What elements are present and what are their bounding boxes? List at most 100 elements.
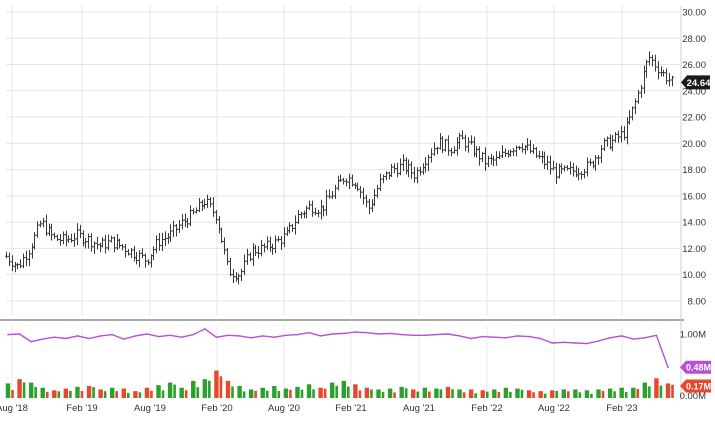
volume-bar (202, 379, 208, 398)
volume-bar (57, 391, 61, 398)
volume-bar (364, 387, 370, 398)
volume-bar (370, 389, 373, 398)
volume-bar (231, 386, 234, 398)
volume-bar (468, 389, 474, 398)
volume-bar (40, 387, 45, 398)
volume-bar (242, 391, 246, 398)
volume-bar (196, 387, 200, 398)
x-tick-label: Feb '23 (606, 403, 637, 414)
price-bars-layer (5, 51, 674, 285)
price-tick-label: 14.00 (682, 218, 706, 229)
volume-bar (191, 380, 196, 398)
volume-bar (480, 390, 485, 398)
volume-bar (80, 390, 84, 398)
volume-bar (22, 382, 26, 398)
volume-value-label: 0.17M (686, 381, 711, 391)
volume-bar (439, 389, 443, 398)
volume-bar (214, 370, 219, 398)
volume-bar (607, 388, 613, 398)
price-tick-label: 28.00 (682, 34, 706, 45)
volume-bar (34, 387, 37, 398)
volume-bar (526, 390, 532, 398)
volume-bar (272, 386, 277, 398)
volume-bar (184, 390, 188, 398)
volume-bar (642, 382, 648, 398)
volume-bar (492, 389, 497, 398)
volume-bar (260, 387, 265, 398)
volume-bar (45, 391, 49, 398)
volume-bar (110, 387, 115, 398)
volume-tick-label: 1.00M (680, 330, 706, 341)
volume-bar (434, 388, 439, 398)
price-tick-label: 16.00 (682, 191, 706, 202)
volume-bar (75, 386, 80, 398)
volume-bar (63, 388, 69, 398)
volume-bar (555, 390, 559, 398)
volume-bar (376, 389, 381, 398)
volume-bar (451, 389, 454, 398)
volume-bar (11, 389, 14, 398)
volume-bar (474, 393, 477, 398)
volume-bar (306, 384, 312, 398)
last-price-flag (681, 75, 710, 90)
volume-bar (289, 389, 292, 398)
indicator-line (7, 328, 669, 368)
volume-bar (613, 391, 616, 398)
volume-bar (573, 389, 578, 398)
volume-bar (445, 386, 451, 398)
volume-bar (503, 387, 509, 398)
volume-bar (323, 388, 327, 398)
volume-bar (411, 389, 416, 398)
x-tick-label: Feb '22 (471, 403, 502, 414)
volume-bar (428, 391, 431, 398)
volume-bar (404, 388, 408, 398)
volume-bar (103, 391, 107, 398)
indicator-layer (7, 328, 669, 369)
x-tick-label: Aug '18 (0, 403, 28, 414)
volume-value-flag (680, 379, 711, 393)
volume-bar (619, 387, 624, 398)
volume-bar (671, 384, 674, 398)
x-tick-label: Aug '21 (403, 403, 435, 414)
volume-bar (167, 382, 173, 398)
volume-bar (225, 380, 231, 398)
volume-bar (265, 390, 269, 398)
labels-layer: 24.64 0.48M 0.17M (680, 75, 711, 393)
price-tick-label: 20.00 (682, 139, 706, 150)
price-tick-label: 8.00 (688, 296, 707, 307)
volume-bar (254, 390, 257, 398)
volume-bar (561, 389, 566, 398)
x-tick-label: Feb '19 (66, 403, 97, 414)
volume-bar (330, 382, 335, 398)
volume-bar (457, 389, 462, 398)
volume-bar (126, 392, 130, 398)
volume-bar (98, 389, 103, 398)
price-axis-layer: 8.00 10.00 12.00 14.00 16.00 18.00 20.00 22.00 2… (680, 8, 706, 403)
volume-bar (69, 390, 72, 398)
x-tick-label: Aug '22 (538, 403, 570, 414)
volume-bar (295, 386, 300, 398)
volume-bar (566, 391, 570, 398)
indicator-value-label: 0.48M (686, 363, 711, 373)
volume-bar (387, 388, 393, 398)
volume-bar (578, 392, 582, 398)
volume-bar (416, 391, 420, 398)
volume-bar (208, 380, 211, 398)
x-axis-layer: Aug '18 Feb '19 Aug '19 Feb '20 Aug '20 Feb '… (0, 403, 638, 414)
volume-bar (28, 382, 34, 398)
volume-bar (596, 389, 601, 398)
volume-bar (636, 389, 640, 398)
volume-bar (422, 387, 428, 398)
x-tick-label: Aug '19 (134, 403, 166, 414)
volume-bar (665, 383, 671, 398)
volume-bar (335, 385, 339, 398)
last-price-label: 24.64 (687, 78, 711, 89)
volume-bar (532, 392, 535, 398)
volume-bar (654, 378, 659, 398)
volume-bar (601, 390, 605, 398)
volume-bar (179, 387, 184, 398)
price-tick-label: 22.00 (682, 113, 706, 124)
volume-bar (219, 376, 223, 398)
